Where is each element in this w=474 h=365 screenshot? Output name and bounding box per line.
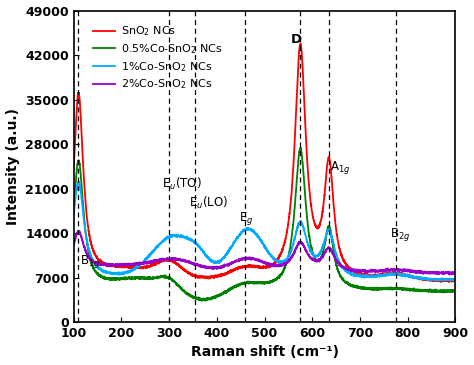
1%Co-SnO$_2$ NCs xyxy=(76,180,82,184)
0.5%Co-SnO$_2$ NCs xyxy=(404,287,410,292)
0.5%Co-SnO$_2$ NCs xyxy=(71,207,77,211)
SnO$_2$ NCs xyxy=(217,274,223,278)
0.5%Co-SnO$_2$ NCs xyxy=(114,277,120,282)
1%Co-SnO$_2$ NCs xyxy=(453,277,458,281)
Line: 0.5%Co-SnO$_2$ NCs: 0.5%Co-SnO$_2$ NCs xyxy=(74,148,456,301)
2%Co-SnO$_2$ NCs xyxy=(445,270,451,275)
Text: E$_u$(LO): E$_u$(LO) xyxy=(189,195,228,211)
0.5%Co-SnO$_2$ NCs xyxy=(202,299,208,303)
0.5%Co-SnO$_2$ NCs xyxy=(453,289,458,294)
2%Co-SnO$_2$ NCs xyxy=(71,242,77,246)
2%Co-SnO$_2$ NCs xyxy=(137,260,143,265)
1%Co-SnO$_2$ NCs xyxy=(234,235,239,240)
Line: 2%Co-SnO$_2$ NCs: 2%Co-SnO$_2$ NCs xyxy=(74,231,456,274)
SnO$_2$ NCs xyxy=(71,166,77,170)
1%Co-SnO$_2$ NCs xyxy=(452,278,457,283)
0.5%Co-SnO$_2$ NCs xyxy=(234,284,239,289)
1%Co-SnO$_2$ NCs xyxy=(137,262,143,267)
0.5%Co-SnO$_2$ NCs xyxy=(218,292,223,296)
Text: E$_g$: E$_g$ xyxy=(239,210,254,227)
SnO$_2$ NCs xyxy=(446,280,452,284)
Text: B$_{2g}$: B$_{2g}$ xyxy=(390,226,410,243)
1%Co-SnO$_2$ NCs xyxy=(71,213,77,217)
Line: 1%Co-SnO$_2$ NCs: 1%Co-SnO$_2$ NCs xyxy=(74,182,456,281)
0.5%Co-SnO$_2$ NCs xyxy=(445,289,451,293)
SnO$_2$ NCs xyxy=(298,42,303,46)
1%Co-SnO$_2$ NCs xyxy=(218,258,223,262)
2%Co-SnO$_2$ NCs xyxy=(218,265,223,270)
Text: E$_u$(TO): E$_u$(TO) xyxy=(162,176,202,192)
2%Co-SnO$_2$ NCs xyxy=(404,268,410,273)
Legend: SnO$_2$ NCs, 0.5%Co-SnO$_2$ NCs, 1%Co-SnO$_2$ NCs, 2%Co-SnO$_2$ NCs: SnO$_2$ NCs, 0.5%Co-SnO$_2$ NCs, 1%Co-Sn… xyxy=(91,22,225,94)
SnO$_2$ NCs xyxy=(404,273,410,277)
2%Co-SnO$_2$ NCs xyxy=(447,272,452,277)
SnO$_2$ NCs xyxy=(137,266,143,270)
2%Co-SnO$_2$ NCs xyxy=(115,262,120,267)
1%Co-SnO$_2$ NCs xyxy=(115,272,120,276)
2%Co-SnO$_2$ NCs xyxy=(234,259,239,263)
1%Co-SnO$_2$ NCs xyxy=(445,277,451,281)
Line: SnO$_2$ NCs: SnO$_2$ NCs xyxy=(74,44,456,282)
2%Co-SnO$_2$ NCs xyxy=(75,228,81,233)
SnO$_2$ NCs xyxy=(114,264,120,268)
Text: A$_{1g}$: A$_{1g}$ xyxy=(330,159,351,176)
SnO$_2$ NCs xyxy=(234,266,239,271)
0.5%Co-SnO$_2$ NCs xyxy=(298,146,304,150)
SnO$_2$ NCs xyxy=(453,278,458,283)
Text: D: D xyxy=(291,32,302,46)
X-axis label: Raman shift (cm⁻¹): Raman shift (cm⁻¹) xyxy=(191,345,338,360)
Text: B$_{1g}$: B$_{1g}$ xyxy=(80,253,100,270)
1%Co-SnO$_2$ NCs xyxy=(404,273,410,277)
2%Co-SnO$_2$ NCs xyxy=(453,271,458,276)
Y-axis label: Intensity (a.u.): Intensity (a.u.) xyxy=(6,108,19,225)
0.5%Co-SnO$_2$ NCs xyxy=(137,276,143,280)
SnO$_2$ NCs xyxy=(445,278,451,283)
